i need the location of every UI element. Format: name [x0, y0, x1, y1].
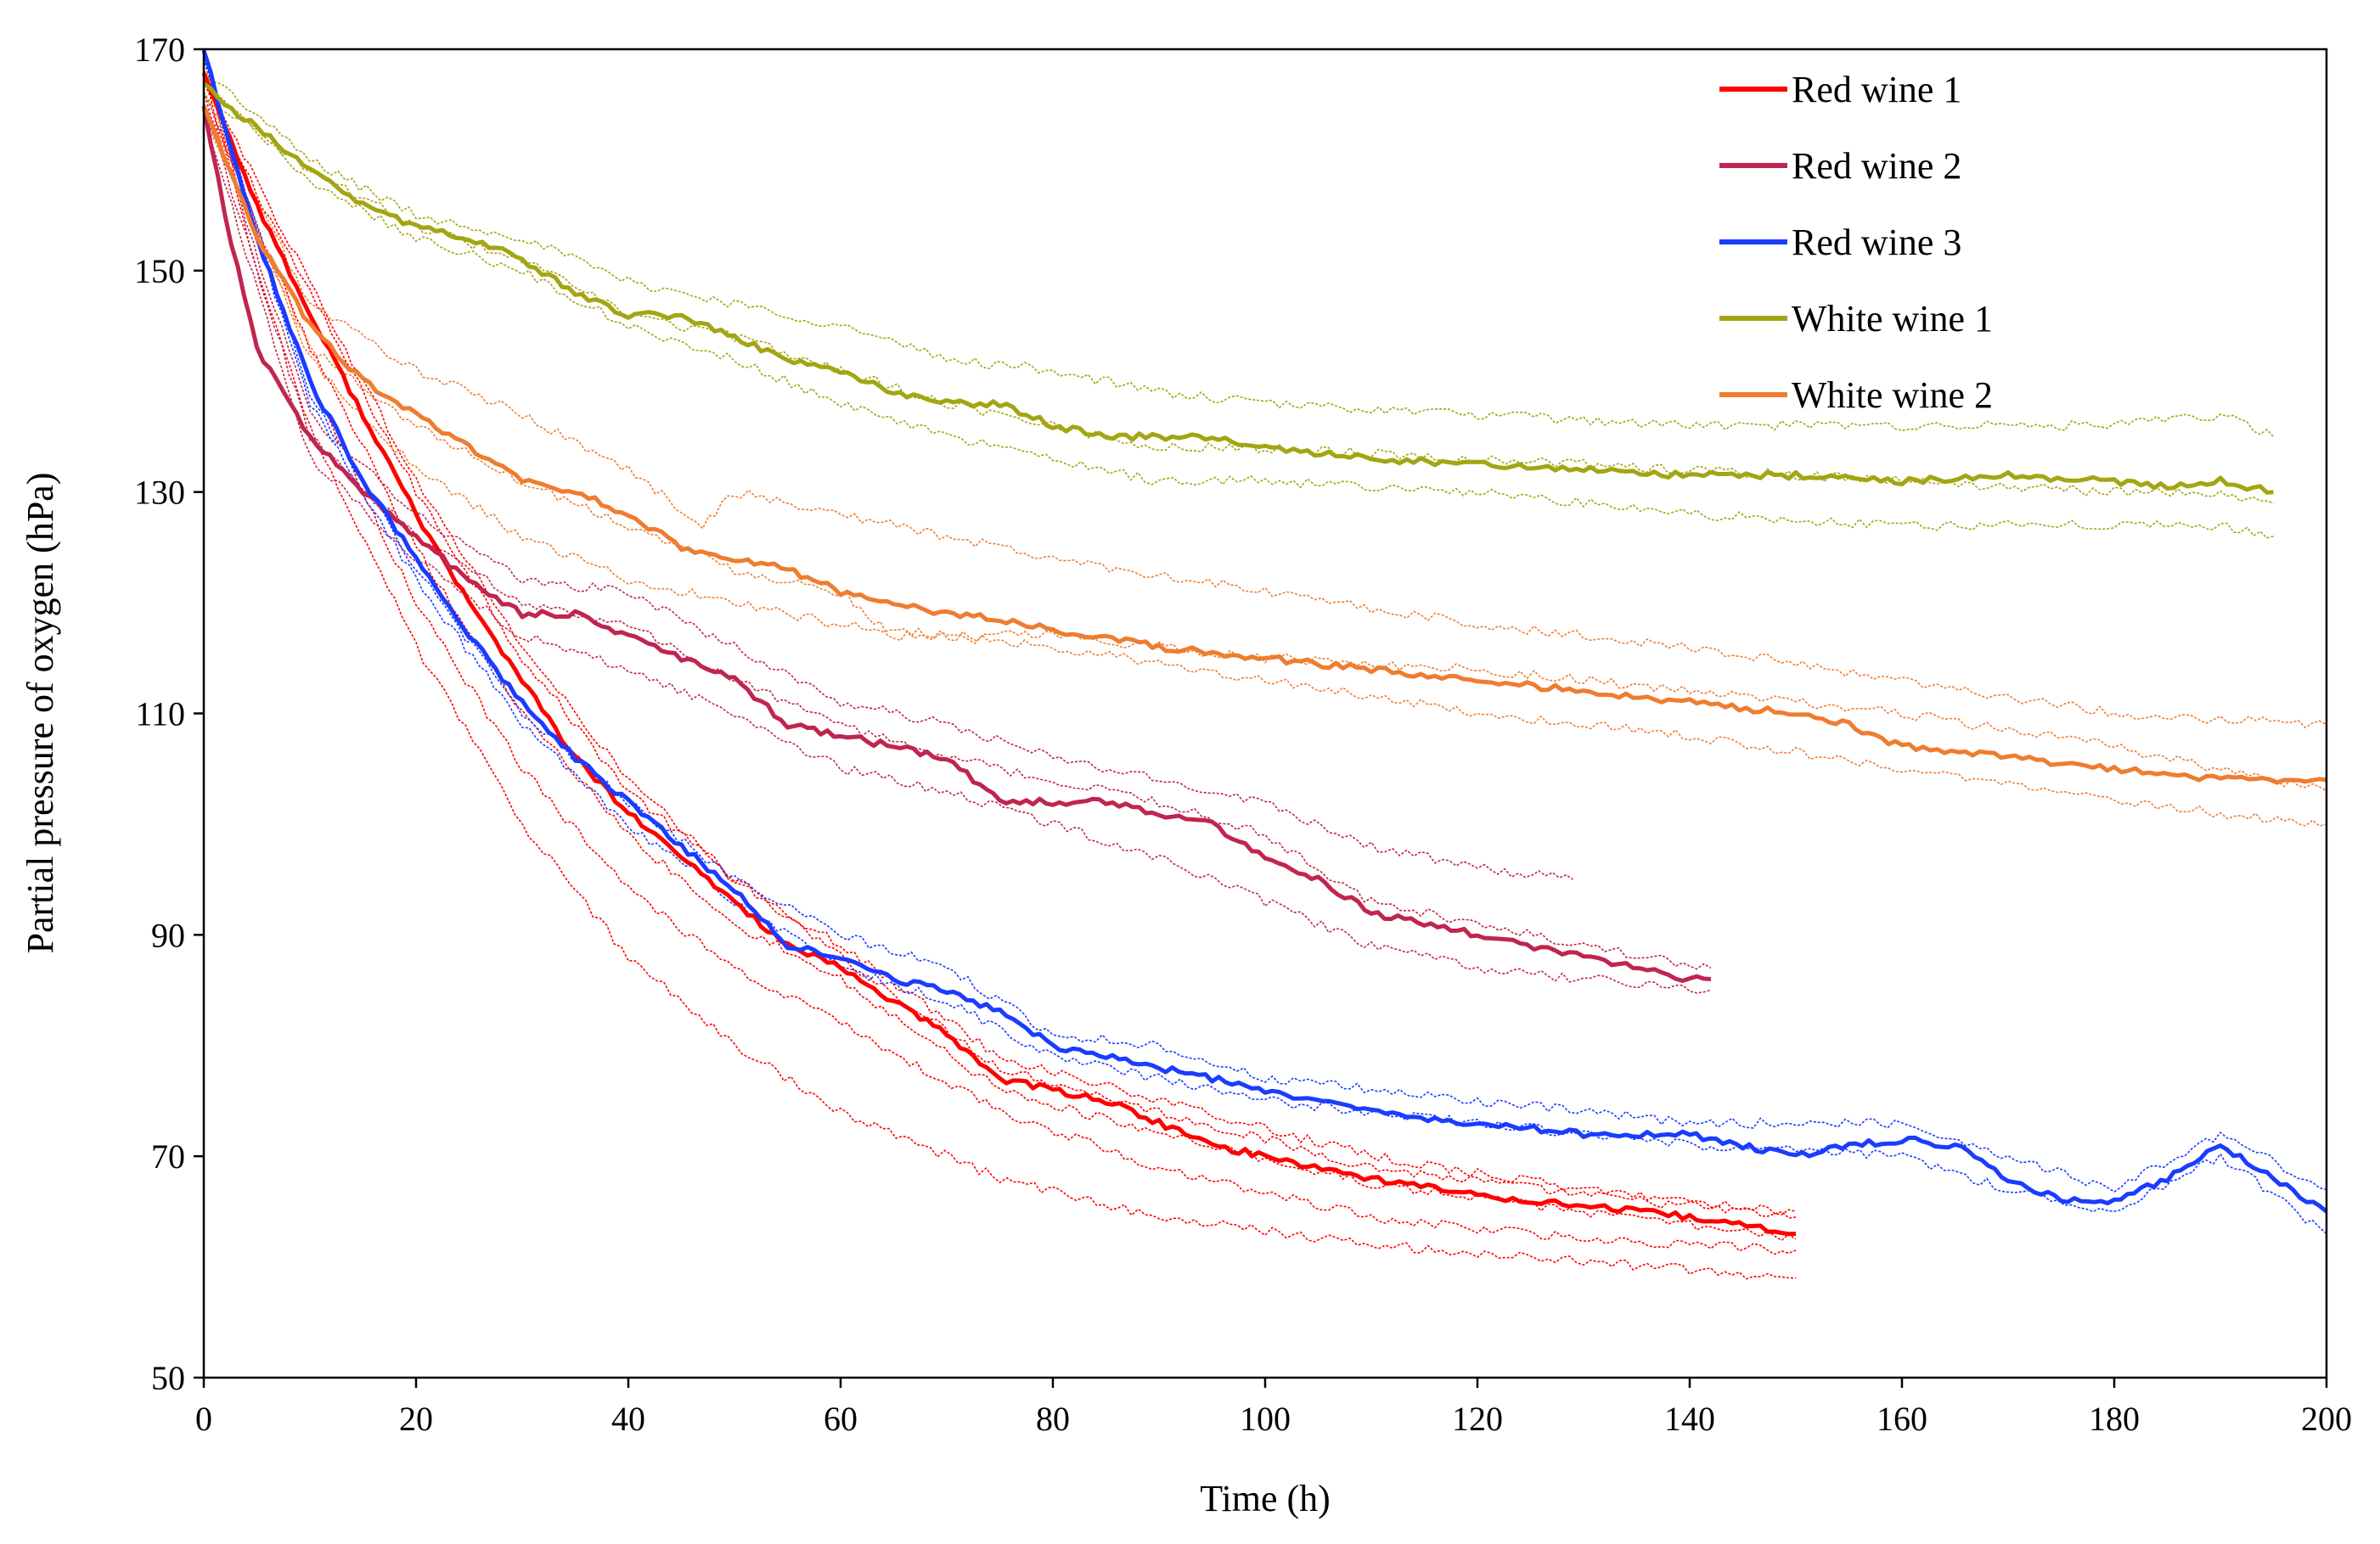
plot-frame	[202, 48, 2328, 1379]
x-tick-label-100: 100	[1240, 1400, 1291, 1438]
red-wine-1-replicate-line-1	[203, 81, 1797, 1219]
y-tick-label-150: 150	[134, 252, 185, 290]
x-axis-title: Time (h)	[1200, 1478, 1331, 1519]
series-lines	[201, 49, 2328, 1237]
legend-label-red-wine-2: Red wine 2	[1792, 145, 1961, 187]
x-tick-label-0: 0	[195, 1400, 212, 1438]
red-wine-3-replicate-line-1	[203, 59, 2327, 1193]
white-wine-2-replicate-line-1	[203, 91, 2327, 729]
x-tick-label-80: 80	[1036, 1400, 1070, 1438]
white-wine-2-mean-line	[201, 104, 2327, 785]
x-tick-label-160: 160	[1876, 1400, 1927, 1438]
red-wine-1-replicate-line-2	[203, 70, 1797, 1216]
red-wine-2-replicate-line-2	[203, 114, 1712, 994]
legend: Red wine 1 Red wine 2 Red wine 3 White wine…	[1719, 69, 1993, 416]
y-tick-label-110: 110	[135, 695, 185, 733]
white-wine-1-replicate-line-3	[203, 80, 2274, 539]
x-tick-label-140: 140	[1664, 1400, 1715, 1438]
red-wine-1-replicate-line-4	[203, 81, 1797, 1255]
white-wine-2-replicate-line-2	[203, 113, 2327, 792]
replicate-lines	[203, 59, 2327, 1280]
x-tick-label-60: 60	[824, 1400, 858, 1438]
y-tick-label-130: 130	[134, 474, 185, 512]
x-tick-label-20: 20	[399, 1400, 433, 1438]
white-wine-1-mean-line	[202, 81, 2274, 495]
white-wine-2-replicate-line-3	[203, 102, 2327, 827]
red-wine-3-mean-line	[201, 49, 2328, 1214]
y-axis-title: Partial pressure of oxygen (hPa)	[20, 473, 61, 954]
x-tick-label-200: 200	[2301, 1400, 2352, 1438]
y-tick-label-90: 90	[151, 916, 185, 954]
y-tick-label-50: 50	[151, 1359, 185, 1397]
legend-label-white-wine-1: White wine 1	[1792, 298, 1993, 340]
y-tick-label-170: 170	[134, 31, 185, 69]
y-tick-label-70: 70	[151, 1137, 185, 1176]
red-wine-1-replicate-line-3	[203, 92, 1797, 1242]
red-wine-1-mean-line	[201, 72, 1797, 1237]
white-wine-1-replicate-line-1	[203, 69, 2275, 438]
x-tick-label-120: 120	[1452, 1400, 1503, 1438]
x-axis: 0 20 40 60 80 100 120 140 160 180 200	[195, 1378, 2352, 1438]
legend-label-white-wine-2: White wine 2	[1792, 374, 1993, 416]
x-tick-label-180: 180	[2089, 1400, 2140, 1438]
red-wine-2-mean-line	[201, 105, 1712, 983]
legend-label-red-wine-1: Red wine 1	[1792, 69, 1961, 110]
y-axis: 50 70 90 110 130 150 170	[134, 31, 204, 1397]
red-wine-2-replicate-line-1	[203, 92, 1573, 880]
red-wine-3-replicate-line-2	[203, 69, 2327, 1235]
legend-label-red-wine-3: Red wine 3	[1792, 222, 1961, 263]
red-wine-2-replicate-line-3	[203, 103, 1712, 970]
red-wine-1-replicate-line-5	[203, 59, 1797, 1280]
x-tick-label-40: 40	[611, 1400, 645, 1438]
